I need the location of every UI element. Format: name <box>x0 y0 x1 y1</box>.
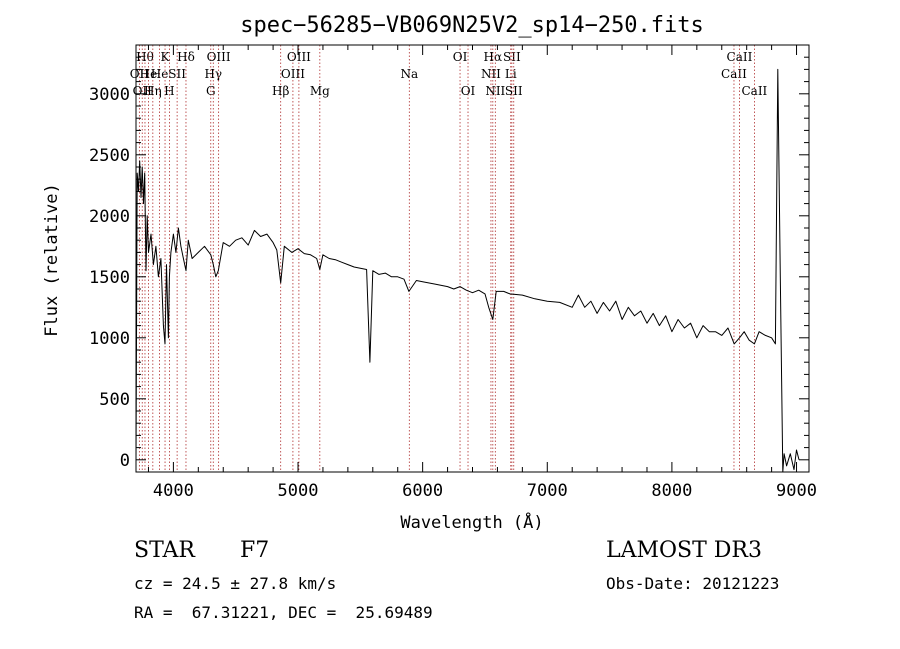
line-label-14: OIII <box>281 67 305 81</box>
line-label-16: Mg <box>310 84 330 98</box>
x-tick-label-4: 8000 <box>651 481 692 501</box>
x-tick-label-1: 5000 <box>278 481 319 501</box>
chart-title: spec−56285−VB069N25V2_sp14−250.fits <box>240 13 704 38</box>
line-label-4: Hη <box>144 84 162 98</box>
line-label-8: SII <box>168 67 186 81</box>
series-layer <box>136 68 800 472</box>
y-axis-label: Flux (relative) <box>42 183 62 337</box>
line-label-20: NII <box>481 67 501 81</box>
y-tick-label-1: 500 <box>99 390 130 410</box>
object-subclass: F7 <box>240 538 270 563</box>
line-label-15: OIII <box>287 50 311 64</box>
line-label-6: K <box>161 50 171 64</box>
line-label-5: He <box>151 67 169 81</box>
line-label-23: Li <box>505 67 517 81</box>
redshift-cz: cz = 24.5 ± 27.8 km/s <box>134 574 337 593</box>
line-label-22: NII <box>485 84 505 98</box>
line-label-7: H <box>164 84 174 98</box>
line-label-19: OI <box>461 84 476 98</box>
y-tick-label-4: 2000 <box>89 207 130 227</box>
line-label-18: OI <box>453 50 468 64</box>
y-tick-label-6: 3000 <box>89 85 130 105</box>
y-tick-label-5: 2500 <box>89 146 130 166</box>
line-label-0: OII <box>130 67 150 81</box>
line-label-27: CaII <box>727 50 753 64</box>
coordinates: RA = 67.31221, DEC = 25.69489 <box>134 603 433 622</box>
y-tick-label-3: 1500 <box>89 268 130 288</box>
x-tick-label-2: 6000 <box>402 481 443 501</box>
series-line-flux <box>136 68 800 472</box>
line-label-25: SII <box>505 84 523 98</box>
line-label-28: CaII <box>741 84 767 98</box>
y-tick-label-2: 1000 <box>89 329 130 349</box>
x-tick-label-3: 7000 <box>527 481 568 501</box>
object-class: STAR <box>134 538 195 563</box>
line-label-1: OII <box>133 84 153 98</box>
axes: 4000 5000 6000 7000 8000 9000 0 500 1000 1500 2000… <box>89 44 817 501</box>
x-tick-label-5: 9000 <box>776 481 817 501</box>
observation-date: Obs-Date: 20121223 <box>606 574 780 593</box>
line-label-13: Hβ <box>272 84 289 98</box>
line-label-11: Hγ <box>204 67 222 81</box>
line-label-12: OIII <box>207 50 231 64</box>
spectral-line-markers: OIIOIIHθHeHηHeKHSIIHδGHγOIIIHβOIIIOIIIMg… <box>130 45 768 472</box>
x-axis-label: Wavelength (Å) <box>400 511 543 533</box>
line-label-26: CaII <box>721 67 747 81</box>
plot-frame <box>135 44 810 473</box>
line-label-17: Na <box>400 67 418 81</box>
y-tick-label-0: 0 <box>120 451 130 471</box>
line-label-24: SII <box>503 50 521 64</box>
line-label-10: G <box>206 84 216 98</box>
line-label-2: Hθ <box>136 50 154 64</box>
survey-name: LAMOST DR3 <box>606 538 762 563</box>
x-tick-label-0: 4000 <box>153 481 194 501</box>
line-label-21: Hα <box>484 50 503 64</box>
line-label-9: Hδ <box>177 50 195 64</box>
